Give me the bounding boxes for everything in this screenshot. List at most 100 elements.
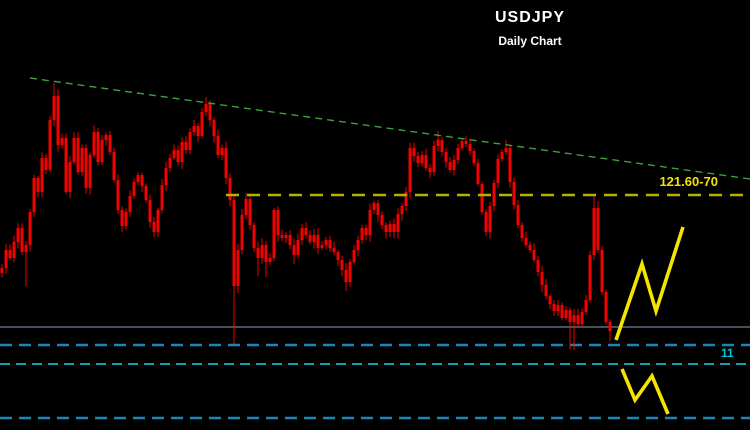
candle-body [188,132,192,150]
candle-body [560,305,564,318]
candle-body [244,199,248,215]
candle-body [8,250,12,258]
candle-body [112,152,116,180]
candle-body [296,240,300,255]
candle-body [524,238,528,245]
candle-body [380,215,384,225]
candle-body [588,255,592,300]
candle-body [72,138,76,162]
candle-body [252,225,256,248]
candle-body [496,159,500,183]
candle-body [604,292,608,322]
candle-body [544,285,548,296]
candle-body [580,312,584,324]
candle-body [364,228,368,235]
candle-body [140,175,144,186]
candle-body [356,240,360,250]
candle-body [216,136,220,155]
candle-body [516,205,520,225]
candle-body [144,186,148,200]
candle-body [340,260,344,270]
candle-body [192,126,196,132]
candle-body [600,250,604,292]
candle-body [236,250,240,286]
candle-body [332,248,336,252]
candle-body [52,96,56,120]
candle-body [412,148,416,156]
candle-body [164,168,168,185]
candle-body [196,126,200,136]
candle-body [100,140,104,162]
candle-body [116,180,120,210]
candle-body [176,150,180,162]
candle-body [476,163,480,184]
candle-body [480,184,484,212]
candle-body [76,138,80,172]
candle-body [528,245,532,250]
candle-body [280,235,284,238]
candle-body [260,245,264,258]
candle-body [148,200,152,222]
candle-body [328,240,332,248]
candle-body [16,228,20,242]
candle-body [20,228,24,252]
candle-body [212,120,216,136]
candle-body [136,175,140,182]
candle-body [312,235,316,242]
candle-body [104,135,108,140]
candle-body [556,305,560,311]
candle-body [172,150,176,158]
candle-body [324,240,328,245]
candle-body [168,158,172,168]
candle-body [28,212,32,245]
candle-body [272,210,276,258]
candle-body [372,203,376,210]
candle-body [424,155,428,168]
candle-body [576,315,580,324]
candle-body [224,148,228,178]
candle-body [256,248,260,258]
candle-body [508,148,512,182]
candle-body [512,182,516,205]
candle-body [60,138,64,145]
candle-body [228,178,232,200]
candle-body [564,310,568,318]
candle-body [208,104,212,120]
candle-body [500,152,504,159]
candle-body [436,140,440,146]
candle-body [108,135,112,152]
candle-body [408,148,412,192]
candle-body [348,262,352,282]
candle-body [308,235,312,242]
candle-body [448,162,452,170]
support-level-label: 11 [721,346,734,360]
candle-body [200,112,204,136]
candle-body [156,210,160,232]
candle-body [56,96,60,145]
candle-body [132,182,136,196]
candle-body [220,148,224,155]
candle-body [532,250,536,260]
candle-body [592,208,596,255]
candle-body [48,120,52,170]
candle-body [520,225,524,238]
candle-body [152,222,156,232]
resistance-level-label: 121.60-70 [659,174,718,189]
candle-body [36,178,40,192]
candle-body [392,224,396,232]
candle-body [444,152,448,162]
candle-body [472,151,476,163]
candle-body [488,206,492,232]
candle-body [384,225,388,232]
candle-body [240,215,244,250]
candle-body [180,142,184,162]
candle-body [536,260,540,272]
candle-body [468,144,472,151]
page-subtitle: Daily Chart [498,34,562,48]
candle-body [32,178,36,212]
candles-group [0,83,612,350]
candle-body [352,250,356,262]
candle-body [428,168,432,172]
zigzag-down-arrow [620,368,670,415]
